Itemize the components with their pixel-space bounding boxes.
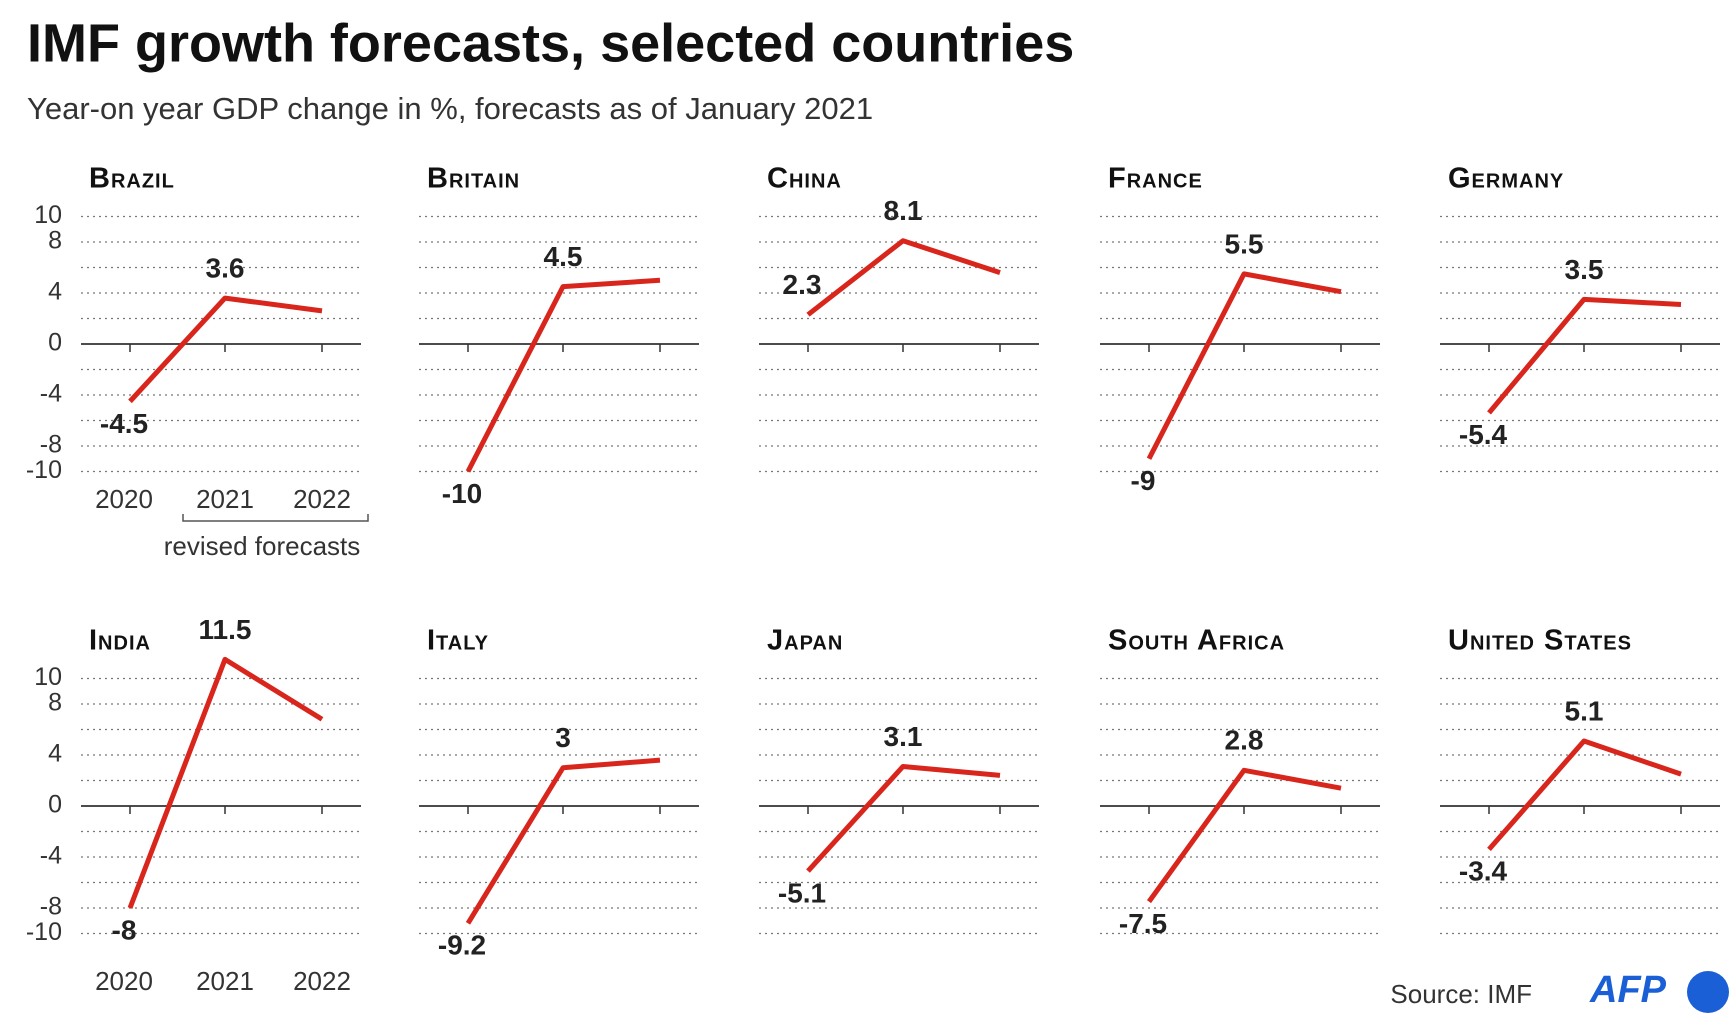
data-label: -9.2 <box>438 930 486 961</box>
panel-title: China <box>767 163 842 195</box>
data-label: -3.4 <box>1459 856 1508 887</box>
panel-title: France <box>1108 163 1203 195</box>
panel-title: Brazil <box>89 163 175 195</box>
x-tick-label: 2021 <box>196 484 254 514</box>
data-label: 8.1 <box>884 195 923 226</box>
data-label: 11.5 <box>199 614 252 645</box>
data-label: 3.5 <box>1565 254 1604 285</box>
x-tick-label: 2020 <box>95 966 153 996</box>
x-tick-label: 2021 <box>196 966 254 996</box>
x-tick-label: 2022 <box>293 484 351 514</box>
data-label: 3.1 <box>884 721 923 752</box>
y-tick-label: -10 <box>26 918 62 946</box>
data-line <box>1146 767 1342 904</box>
annotation: revised forecasts <box>164 531 361 561</box>
chart-subtitle: Year-on year GDP change in %, forecasts … <box>27 91 873 126</box>
data-label: -5.4 <box>1459 419 1508 450</box>
data-label: -5.1 <box>778 877 826 908</box>
data-label: 3 <box>555 722 571 753</box>
x-tick-label: 2022 <box>293 966 351 996</box>
data-line <box>465 757 661 925</box>
y-tick-label: 4 <box>48 278 62 306</box>
y-tick-label: 8 <box>48 689 62 717</box>
data-line <box>1146 271 1342 460</box>
source: Source: IMF <box>1390 979 1532 1009</box>
data-line <box>465 277 661 473</box>
x-tick-label: 2020 <box>95 484 153 514</box>
panel-title: Germany <box>1448 163 1564 195</box>
y-tick-label: -4 <box>40 380 62 408</box>
panel-title: Japan <box>767 625 843 657</box>
data-label: 3.6 <box>206 252 245 283</box>
data-label: 2.8 <box>1225 725 1264 756</box>
panel-title: India <box>89 625 151 657</box>
panel-title: Britain <box>427 163 520 195</box>
data-label: -10 <box>442 478 482 509</box>
data-label: -8 <box>112 914 137 945</box>
data-label: 5.1 <box>1565 695 1604 726</box>
panel-title: Italy <box>427 625 489 657</box>
panel-title: South Africa <box>1108 625 1285 657</box>
data-line <box>127 656 324 909</box>
y-tick-label: 10 <box>34 663 62 691</box>
data-label: 4.5 <box>544 241 583 272</box>
data-label: -9 <box>1131 465 1156 496</box>
y-tick-label: -8 <box>40 893 62 921</box>
y-tick-label: -10 <box>26 456 62 484</box>
y-tick-label: 0 <box>48 791 62 819</box>
data-line <box>806 238 1001 317</box>
panel-title: United States <box>1448 625 1632 657</box>
data-label: -4.5 <box>100 408 148 439</box>
data-line <box>806 763 1001 873</box>
y-tick-label: -8 <box>40 431 62 459</box>
y-tick-label: 8 <box>48 227 62 255</box>
data-label: 2.3 <box>783 269 822 300</box>
y-tick-label: 4 <box>48 740 62 768</box>
data-label: 5.5 <box>1225 228 1264 259</box>
data-line <box>1487 738 1682 851</box>
chart-title: IMF growth forecasts, selected countries <box>27 13 1074 73</box>
annotation-bracket <box>182 514 369 522</box>
logo: AFP <box>1589 969 1667 1011</box>
data-line <box>128 295 323 404</box>
y-tick-label: 0 <box>48 329 62 357</box>
logo-dot <box>1687 971 1729 1013</box>
y-tick-label: -4 <box>40 842 62 870</box>
y-tick-label: 10 <box>34 201 62 229</box>
data-label: -7.5 <box>1119 908 1167 939</box>
data-line <box>1487 296 1682 415</box>
